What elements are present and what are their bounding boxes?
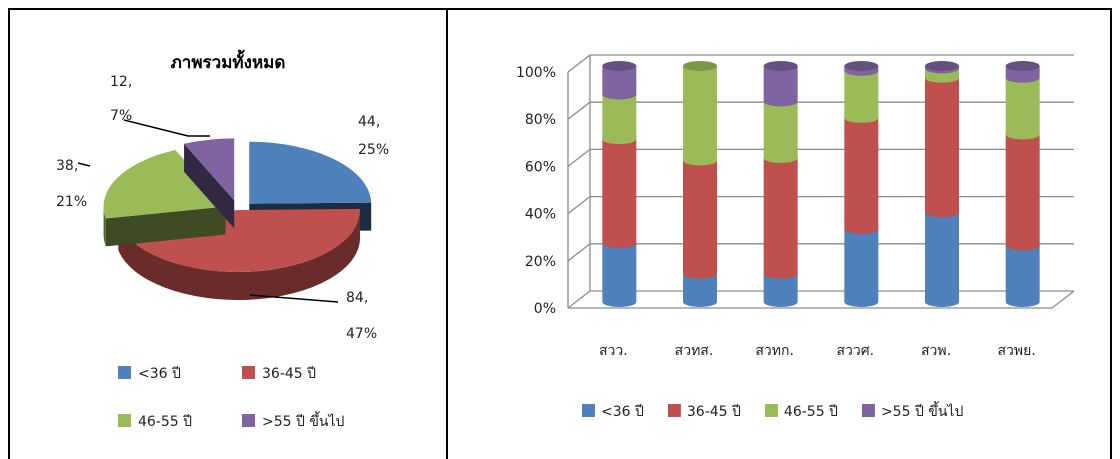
bar-segment: [602, 94, 637, 145]
bar-segment-top: [683, 61, 717, 71]
y-tick-label: 20%: [525, 254, 556, 270]
pie-slice-value-label: 84,: [346, 290, 368, 306]
bar-segment-top: [844, 61, 879, 71]
leader-line: [77, 162, 91, 167]
bar-segment: [844, 70, 879, 123]
bar-segment: [602, 66, 637, 100]
bar-segment: [925, 77, 959, 218]
gridline-depth: [567, 148, 591, 167]
pie-slice-percent-label: 25%: [358, 142, 389, 158]
pie-title: ภาพรวมทั้งหมด: [171, 49, 286, 73]
legend-label: 36-45 ปี: [262, 366, 316, 382]
bar-chart: 0% 20% 40% 60% 80% 100% สวว. สวทส. สวทก. สววศ. สว…: [516, 54, 1075, 420]
x-tick-label: สวพย.: [998, 343, 1036, 359]
pie-slice-face: [184, 143, 235, 229]
legend-label: >55 ปี ขึ้นไป: [881, 401, 964, 420]
bar-segment: [683, 66, 717, 166]
legend-swatch: [861, 404, 875, 417]
legend-label: <36 ปี: [138, 366, 181, 382]
legend-swatch: [667, 404, 681, 417]
bar-segment: [1005, 245, 1040, 307]
gridline-depth: [567, 243, 591, 262]
floor-edge: [568, 290, 1075, 309]
gridline-depth: [567, 196, 591, 215]
legend-swatch: [242, 414, 255, 427]
leader-line: [123, 119, 210, 137]
y-tick-label: 100%: [516, 65, 556, 81]
x-tick-label: สววศ.: [837, 343, 875, 359]
x-tick-label: สวทส.: [675, 343, 714, 359]
pie-slice: [103, 149, 226, 219]
pie-chart: ภาพรวมทั้งหมด 44,25%84,47%38,21%12,7% <3…: [56, 49, 389, 430]
legend-swatch: [582, 404, 595, 417]
legend-swatch: [118, 414, 131, 427]
pie-slice-side: [118, 210, 361, 300]
legend-label: 46-55 ปี: [138, 414, 192, 430]
pie-slice-value-label: 38,: [56, 158, 78, 174]
pie-slice: [184, 138, 235, 201]
pie-slice-percent-label: 21%: [56, 194, 87, 210]
chart-frame: [8, 8, 1112, 459]
bar-segment: [602, 243, 637, 307]
pie-slice-value-label: 12,: [110, 74, 132, 90]
bar-segment: [683, 160, 717, 279]
pie-slice-side: [103, 206, 106, 247]
pie-slice-face: [105, 206, 226, 247]
bar-segment: [1005, 134, 1040, 251]
y-tick-label: 0%: [534, 301, 556, 317]
legend-swatch: [118, 366, 131, 379]
panel-divider: [446, 8, 448, 459]
bar-segment-top: [602, 61, 637, 71]
x-tick-label: สวพ.: [921, 343, 951, 359]
pie-slice: [249, 141, 372, 204]
y-tick-label: 40%: [525, 207, 556, 223]
leader-line: [249, 294, 339, 303]
gridline-depth: [567, 101, 591, 120]
bar-segment-top: [925, 61, 959, 71]
bar-segment-top: [763, 61, 798, 71]
bar-segment: [844, 228, 879, 307]
x-tick-label: สวว.: [599, 343, 628, 359]
y-tick-label: 80%: [525, 112, 556, 128]
pie-slice-percent-label: 47%: [346, 326, 377, 342]
bar-segment: [683, 273, 717, 307]
y-tick-label: 60%: [525, 159, 556, 175]
bar-segment: [763, 273, 798, 307]
bar-segment: [1005, 77, 1040, 140]
pie-slice-value-label: 44,: [358, 114, 380, 130]
x-tick-label: สวทก.: [755, 343, 794, 359]
bar-segment: [763, 101, 798, 164]
bar-segment: [844, 117, 879, 234]
legend-label: >55 ปี ขึ้นไป: [262, 411, 345, 430]
legend-label: 36-45 ปี: [687, 404, 741, 420]
legend-label: 46-55 ปี: [784, 404, 838, 420]
bar-segment: [763, 158, 798, 279]
gridline-depth: [567, 290, 591, 309]
bar-segment: [763, 66, 798, 107]
bar-segment-top: [1005, 61, 1040, 71]
bar-segment: [602, 139, 637, 249]
bar-segment: [925, 212, 959, 307]
gridline-depth: [567, 54, 591, 73]
legend-swatch: [764, 404, 778, 417]
legend-label: <36 ปี: [601, 404, 644, 420]
legend-swatch: [242, 366, 255, 379]
